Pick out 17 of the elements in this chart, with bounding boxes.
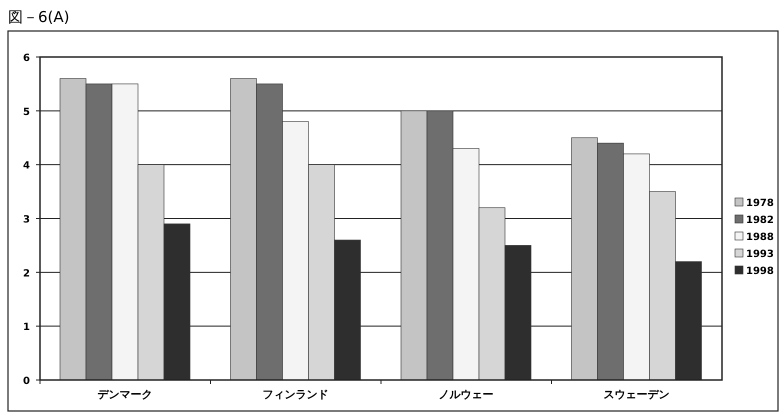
y-tick-label: 1 [23, 322, 30, 334]
legend-label: 1993 [746, 249, 774, 260]
y-tick-label: 5 [23, 106, 30, 118]
x-tick-label: ノルウェー [438, 388, 494, 401]
y-tick-label: 3 [23, 214, 30, 226]
y-tick-label: 2 [23, 268, 30, 280]
legend-label: 1982 [746, 215, 774, 226]
title: 図－6(A) [8, 8, 70, 26]
legend-label: 1998 [746, 266, 774, 277]
x-tick-label: フィンランド [262, 388, 328, 401]
y-tick-label: 6 [23, 53, 30, 64]
y-tick-label: 4 [23, 160, 30, 172]
legend-label: 1978 [746, 198, 774, 209]
y-tick-label: 0 [23, 376, 30, 387]
legend-label: 1988 [746, 232, 774, 243]
x-tick-label: スウェーデン [604, 388, 670, 401]
x-tick-label: デンマーク [98, 388, 152, 401]
